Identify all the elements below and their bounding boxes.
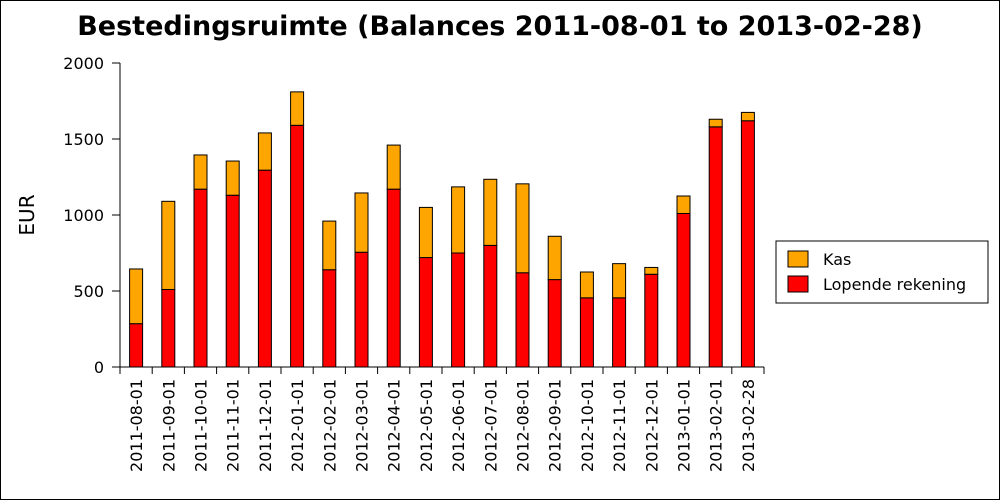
- bar-lopende-rekening: [579, 297, 594, 368]
- bar-kas: [322, 220, 337, 271]
- bar-kas: [290, 91, 305, 126]
- x-axis: 2011-08-01 2011-09-01 2011-10-01 2011-11-01…: [119, 367, 765, 472]
- x-tick-label: 2011-08-01: [127, 379, 146, 472]
- bar-lopende-rekening: [257, 169, 272, 368]
- bar-lopende-rekening: [612, 297, 627, 368]
- bar-lopende-rekening: [193, 188, 208, 368]
- x-tick-label: 2013-02-28: [739, 379, 758, 472]
- x-tick-label: 2012-05-01: [417, 379, 436, 472]
- bar-kas: [129, 268, 144, 325]
- x-tick-label: 2011-09-01: [159, 379, 178, 472]
- bar-kas: [354, 192, 369, 253]
- y-tick-label: 1000: [63, 206, 104, 225]
- y-axis: 0 500 1000 1500 2000: [63, 54, 120, 377]
- bar-kas: [676, 195, 691, 214]
- y-tick-label: 0: [94, 358, 104, 377]
- bar-lopende-rekening: [418, 257, 433, 368]
- y-tick-label: 500: [73, 282, 104, 301]
- x-tick-label: 2012-02-01: [320, 379, 339, 472]
- bar-lopende-rekening: [483, 244, 498, 368]
- bar-lopende-rekening: [515, 272, 530, 368]
- bar-lopende-rekening: [547, 279, 562, 368]
- legend: Kas Lopende rekening: [775, 240, 989, 304]
- bar-lopende-rekening: [129, 323, 144, 368]
- x-tick-label: 2011-10-01: [192, 379, 211, 472]
- bar-lopende-rekening: [740, 120, 755, 368]
- bar-lopende-rekening: [161, 288, 176, 368]
- bar-lopende-rekening: [644, 273, 659, 368]
- x-tick-label: 2012-12-01: [642, 379, 661, 472]
- x-tick-label: 2013-02-01: [707, 379, 726, 472]
- legend-swatch-kas: [787, 250, 809, 268]
- bar-kas: [257, 132, 272, 171]
- bar-kas: [451, 186, 466, 254]
- x-tick-label: 2013-01-01: [675, 379, 694, 472]
- x-tick-label: 2012-10-01: [578, 379, 597, 472]
- x-tick-label: 2012-03-01: [353, 379, 372, 472]
- bar-kas: [579, 271, 594, 299]
- bar-kas: [225, 160, 240, 196]
- x-tick-label: 2011-12-01: [256, 379, 275, 472]
- bar-kas: [547, 235, 562, 281]
- bars-group: [129, 91, 755, 368]
- legend-swatch-lopende-rekening: [787, 275, 809, 293]
- chart-title: Bestedingsruimte (Balances 2011-08-01 to…: [77, 11, 923, 42]
- bar-lopende-rekening: [451, 252, 466, 368]
- y-tick-label: 2000: [63, 54, 104, 73]
- bar-lopende-rekening: [290, 124, 305, 368]
- bar-lopende-rekening: [354, 251, 369, 368]
- bar-kas: [740, 111, 755, 122]
- bar-kas: [644, 266, 659, 275]
- x-tick-label: 2012-07-01: [481, 379, 500, 472]
- bar-kas: [483, 178, 498, 246]
- x-tick-label: 2012-08-01: [514, 379, 533, 472]
- y-tick-label: 1500: [63, 130, 104, 149]
- x-tick-label: 2012-06-01: [449, 379, 468, 472]
- bar-lopende-rekening: [225, 194, 240, 368]
- bar-kas: [612, 263, 627, 299]
- bar-lopende-rekening: [386, 188, 401, 368]
- y-axis-label: EUR: [15, 194, 39, 235]
- bar-lopende-rekening: [676, 212, 691, 368]
- x-tick-label: 2012-01-01: [288, 379, 307, 472]
- x-tick-label: 2012-11-01: [610, 379, 629, 472]
- bar-lopende-rekening: [322, 269, 337, 368]
- bar-lopende-rekening: [708, 126, 723, 368]
- legend-label-kas: Kas: [823, 250, 851, 269]
- bar-kas: [418, 206, 433, 259]
- bar-kas: [708, 118, 723, 128]
- bar-kas: [193, 154, 208, 190]
- bar-kas: [386, 144, 401, 190]
- bar-kas: [515, 183, 530, 274]
- legend-label-lopende-rekening: Lopende rekening: [823, 275, 966, 294]
- x-tick-label: 2012-04-01: [385, 379, 404, 472]
- x-tick-label: 2011-11-01: [224, 379, 243, 472]
- x-tick-label: 2012-09-01: [546, 379, 565, 472]
- legend-box: [775, 240, 989, 304]
- bar-kas: [161, 200, 176, 290]
